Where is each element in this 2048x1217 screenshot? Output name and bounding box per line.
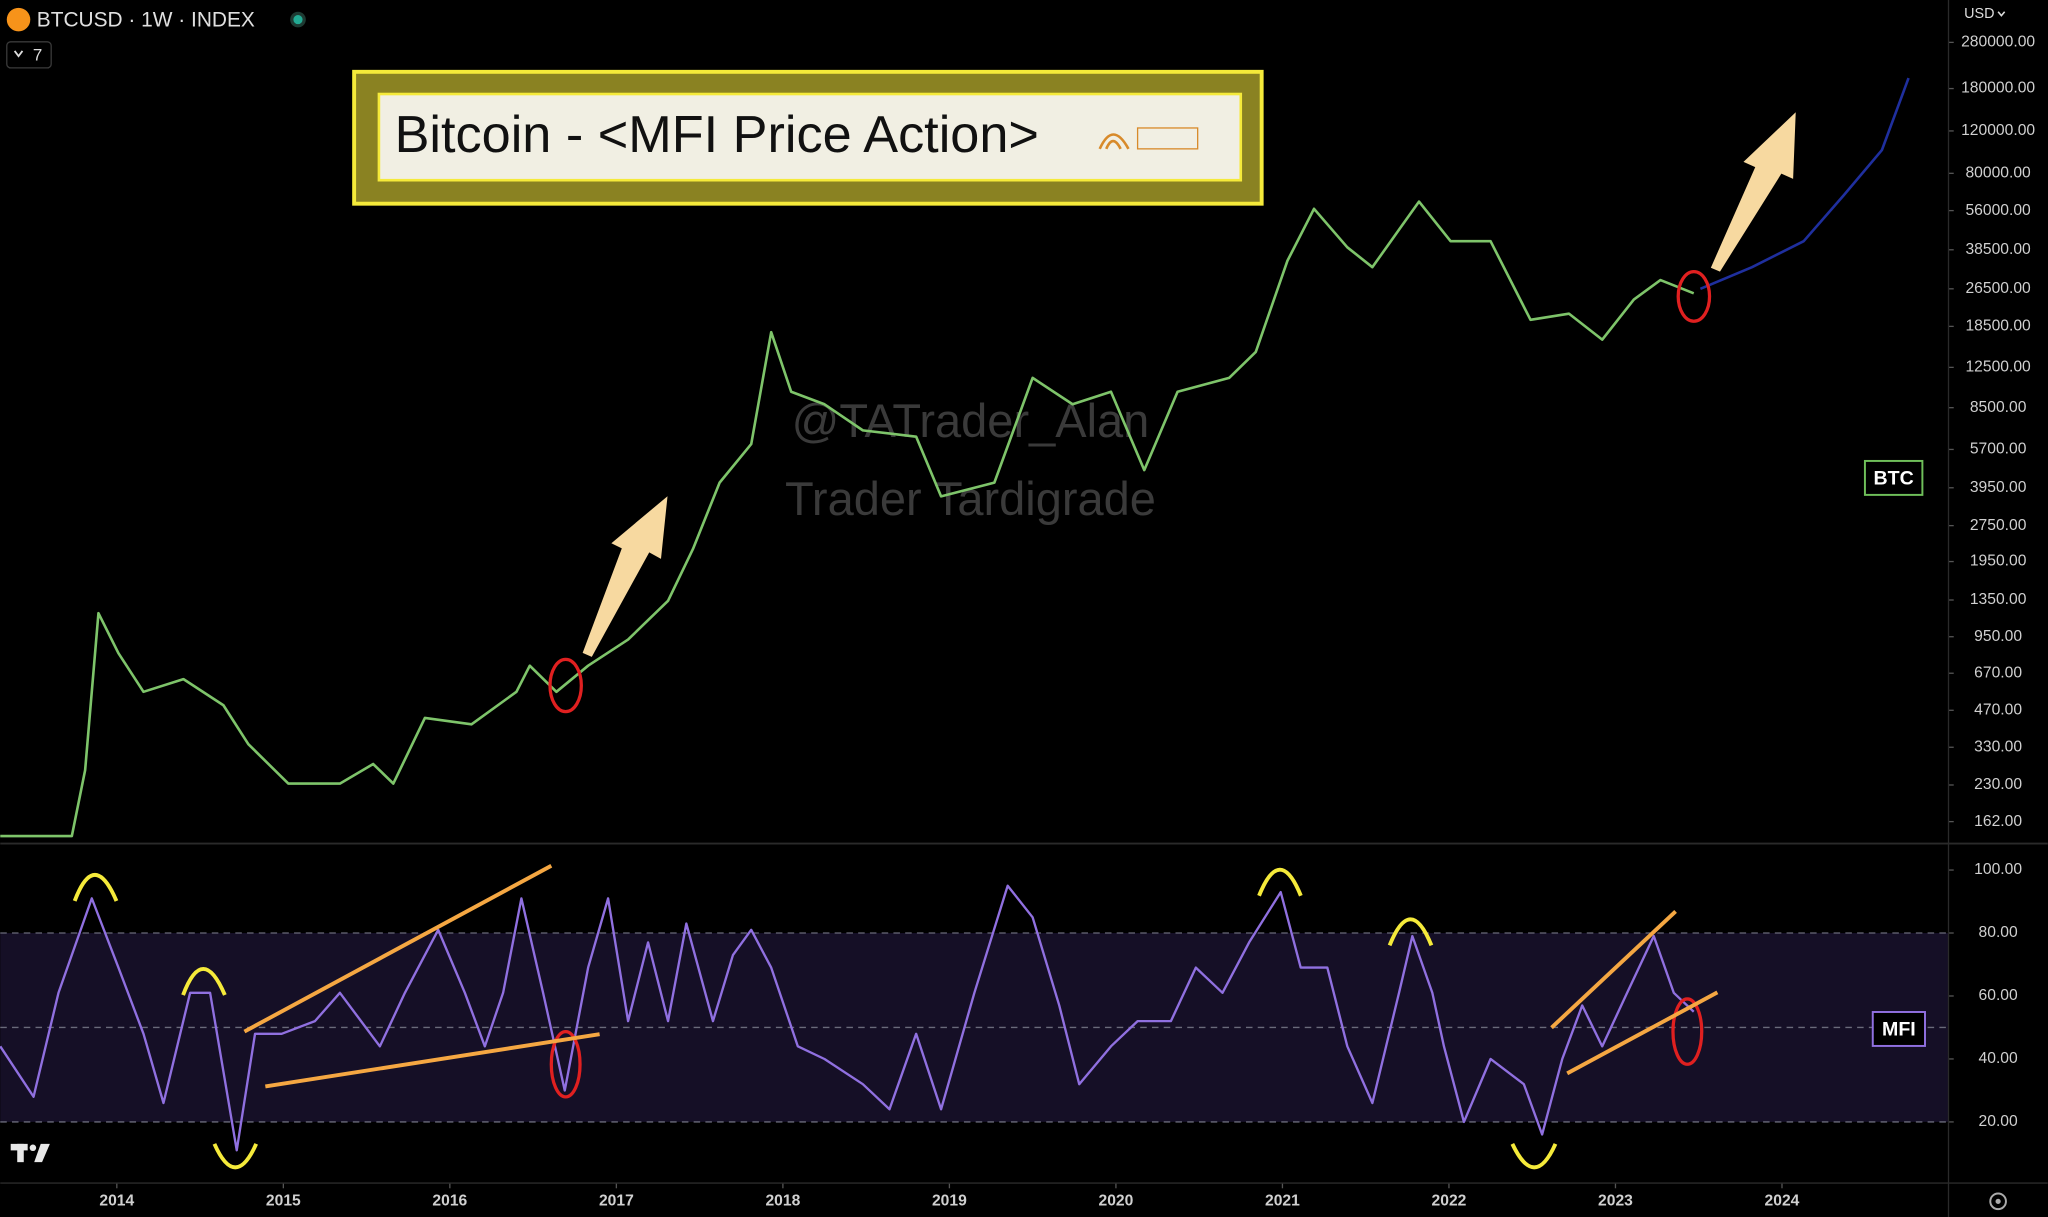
series-badge-label: BTC [1874, 467, 1914, 489]
y-tick-label: 100.00 [1974, 861, 2022, 878]
series-line [0, 200, 1695, 838]
peak-arc [1257, 867, 1303, 897]
logo-icon [1098, 133, 1130, 150]
y-tick-label: 80000.00 [1965, 164, 2031, 181]
y-tick-label: 950.00 [1974, 628, 2022, 645]
trend-line [1566, 990, 1719, 1076]
y-tick-label: 5700.00 [1970, 441, 2027, 458]
y-tick-label: 670.00 [1974, 664, 2022, 681]
indicator-count: 7 [33, 46, 42, 65]
y-tick-label: 3950.00 [1970, 479, 2027, 496]
annotations [72, 112, 1796, 1170]
x-tick-label: 2024 [1765, 1192, 1800, 1209]
y-tick-label: 56000.00 [1965, 202, 2031, 219]
y-tick-label: 2750.00 [1970, 517, 2027, 534]
settings-icon[interactable] [1989, 1192, 2007, 1211]
series-badge [1871, 1011, 1926, 1047]
settings-icon-center [1995, 1198, 2001, 1204]
x-tick-label: 2015 [266, 1192, 301, 1209]
series-line [0, 884, 1695, 1152]
y-tick-label: 18500.00 [1965, 318, 2031, 335]
y-tick-label: 20.00 [1979, 1113, 2018, 1130]
circle-mark [548, 657, 583, 714]
y-tick-label: 230.00 [1974, 776, 2022, 793]
y-tick-label: 330.00 [1974, 738, 2022, 755]
x-tick-label: 2019 [932, 1192, 967, 1209]
platform-logo [10, 1143, 50, 1163]
y-tick-label: 120000.00 [1961, 122, 2035, 139]
x-tick-label: 2022 [1432, 1192, 1467, 1209]
y-tick-label: 80.00 [1979, 924, 2018, 941]
trough-arc [1510, 1143, 1558, 1170]
watermark-name: Trader Tardigrade [785, 472, 1156, 525]
x-tick-label: 2016 [432, 1192, 467, 1209]
watermark-handle: @TATrader_Alan [792, 394, 1150, 447]
x-tick-label: 2018 [765, 1192, 800, 1209]
trend-line [243, 864, 553, 1034]
plot: 280000.00 180000.00 120000.00 80000.00 56000… [0, 34, 2035, 1209]
trend-line [265, 1032, 600, 1089]
y-tick-label: 280000.00 [1961, 34, 2035, 51]
circle-mark [1676, 269, 1712, 323]
indicator-toggle[interactable] [6, 41, 52, 69]
circle-mark [549, 1029, 582, 1099]
y-tick-label: 470.00 [1974, 701, 2022, 718]
series-line [1699, 77, 1910, 291]
x-tick-label: 2017 [599, 1192, 634, 1209]
chevron [1997, 11, 2006, 17]
y-tick-label: 162.00 [1974, 813, 2022, 830]
y-tick-label: 12500.00 [1965, 359, 2031, 376]
y-tick-label: 8500.00 [1970, 399, 2027, 416]
circle-mark [1671, 997, 1704, 1066]
series-badge [1863, 459, 1924, 496]
y-tick-label: 38500.00 [1965, 241, 2031, 258]
y-tick-label: 1350.00 [1970, 591, 2027, 608]
watermark: @TATrader_Alan Trader Tardigrade [785, 394, 1156, 525]
y-tick-label: 40.00 [1979, 1050, 2018, 1067]
arrow [582, 496, 668, 657]
chart-title: Bitcoin - <MFI Price Action> [395, 106, 1039, 164]
symbol-icon [6, 7, 31, 32]
peak-arc [181, 966, 227, 996]
x-tick-label: 2023 [1598, 1192, 1633, 1209]
x-tick-label: 2014 [99, 1192, 134, 1209]
chevron [13, 50, 24, 58]
x-tick-label: 2020 [1098, 1192, 1133, 1209]
logo-tag [1136, 127, 1199, 150]
series-badge-label: MFI [1882, 1018, 1916, 1040]
symbol-title[interactable]: BTCUSD · 1W · INDEX [37, 8, 255, 31]
title-box [377, 92, 1243, 182]
trough-arc [212, 1143, 258, 1170]
status-dot [293, 15, 303, 25]
trend-line [1550, 910, 1677, 1030]
y-tick-label: 26500.00 [1965, 280, 2031, 297]
peak-arc [72, 872, 119, 902]
x-tick-label: 2021 [1265, 1192, 1300, 1209]
y-tick-label: 60.00 [1979, 987, 2018, 1004]
y-tick-label: 1950.00 [1970, 553, 2027, 570]
y-tick-label: 180000.00 [1961, 80, 2035, 97]
peak-arc [1387, 917, 1434, 947]
arrow [1710, 112, 1796, 272]
currency-label[interactable]: USD [1964, 6, 1994, 22]
